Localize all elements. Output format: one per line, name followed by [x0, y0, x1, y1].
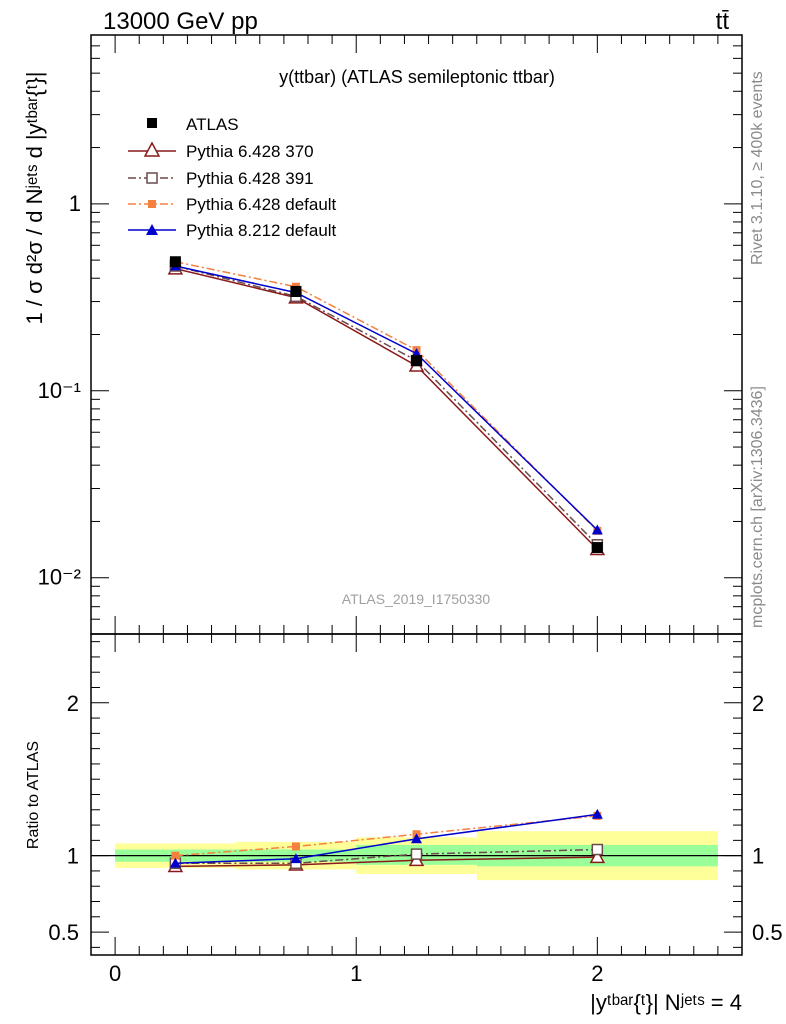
ratio-line-pythia-8-212-default — [175, 813, 598, 865]
main-ytick-label: 10⁻¹ — [38, 378, 81, 403]
ratio-y-axis-title: Ratio to ATLAS — [25, 741, 42, 849]
legend-entry-py8-default: Pythia 8.212 default — [128, 221, 337, 240]
header-final-state: tt̄ — [716, 8, 730, 35]
xtick-label: 2 — [591, 961, 603, 986]
ratio-ytick-label-right: 2 — [752, 691, 764, 716]
ratio-marker-pythia-8-212-default — [411, 833, 422, 844]
ratio-frame — [90, 633, 743, 956]
legend-marker-py6-391 — [146, 172, 158, 184]
legend-label-py6-370: Pythia 6.428 370 — [186, 142, 314, 161]
xtick-label: 1 — [350, 961, 362, 986]
ratio-marker-pythia-8-212-default — [169, 857, 181, 868]
main-marker-atlas — [591, 542, 603, 554]
legend-entry-atlas: ATLAS — [147, 115, 239, 134]
main-marker-pythia-8-212-default — [591, 524, 603, 535]
ratio-marker-pythia-6-428-default — [171, 851, 180, 860]
ratio-marker-pythia-6-428-391 — [591, 843, 604, 856]
ratio-line-pythia-6-428-370 — [175, 856, 598, 868]
analysis-watermark: ATLAS_2019_I1750330 — [342, 591, 491, 607]
legend-entry-py6-default: Pythia 6.428 default — [128, 195, 337, 214]
legend-label-py6-391: Pythia 6.428 391 — [186, 169, 314, 188]
legend-label-py6-default: Pythia 6.428 default — [186, 195, 337, 214]
legend-entry-py6-391: Pythia 6.428 391 — [128, 169, 314, 188]
legend-label-py8-default: Pythia 8.212 default — [186, 221, 337, 240]
ratio-marker-pythia-6-428-370 — [589, 849, 606, 864]
legend: ATLAS Pythia 6.428 370 Pythia 6.428 391 … — [128, 115, 337, 240]
ratio-ytick-label-right: 1 — [752, 844, 764, 869]
ratio-line-pythia-6-428-391 — [175, 848, 598, 865]
xtick-label: 0 — [109, 961, 121, 986]
main-ytick-label: 1 — [69, 191, 81, 216]
ratio-ytick-label-left: 1 — [67, 844, 79, 869]
ratio-marker-pythia-8-212-default — [591, 808, 603, 819]
legend-label-atlas: ATLAS — [186, 115, 239, 134]
legend-marker-py6-default — [148, 200, 156, 208]
ratio-marker-pythia-8-212-default — [290, 853, 302, 864]
ratio-series — [167, 808, 606, 873]
plot-title: y(ttbar) (ATLAS semileptonic ttbar) — [279, 67, 555, 87]
x-axis-title: |yᵗᵇᵃʳ{ᵗ}| Nʲᵉᵗˢ = 4 — [590, 990, 742, 1015]
ratio-ytick-label-left: 2 — [67, 691, 79, 716]
main-line-pythia-6-428-370 — [175, 267, 598, 550]
main-marker-atlas — [411, 355, 422, 367]
legend-entry-py6-370: Pythia 6.428 370 — [128, 141, 314, 161]
axes: 1 10⁻¹ 10⁻² 2 2 1 1 0.5 0.5 0 1 2 — [38, 34, 783, 986]
main-line-pythia-6-428-391 — [175, 265, 598, 546]
header-process: 13000 GeV pp — [103, 8, 258, 35]
ratio-marker-pythia-6-428-default — [291, 842, 300, 851]
ratio-ytick-label-left: 0.5 — [48, 920, 79, 945]
main-y-axis-title: 1 / σ d²σ / d Nʲᵉᵗˢ d |yᵗᵇᵃʳ{ᵗ}| — [22, 72, 47, 325]
legend-marker-atlas — [147, 118, 157, 128]
main-marker-atlas — [169, 256, 181, 268]
main-line-pythia-8-212-default — [175, 265, 598, 531]
ratio-ytick-label-right: 0.5 — [752, 920, 783, 945]
main-line-pythia-6-428-default — [175, 261, 598, 532]
mcplots-label: mcplots.cern.ch [arXiv:1306.3436] — [749, 386, 766, 628]
ratio-marker-pythia-6-428-391 — [410, 848, 423, 860]
legend-marker-py8-default — [146, 224, 158, 235]
rivet-label: Rivet 3.1.10, ≥ 400k events — [749, 71, 766, 265]
main-marker-atlas — [290, 285, 302, 297]
main-series — [167, 256, 606, 556]
ratio-line-pythia-6-428-default — [175, 815, 598, 857]
legend-marker-py6-370 — [143, 141, 161, 157]
main-ytick-label: 10⁻² — [38, 565, 81, 590]
